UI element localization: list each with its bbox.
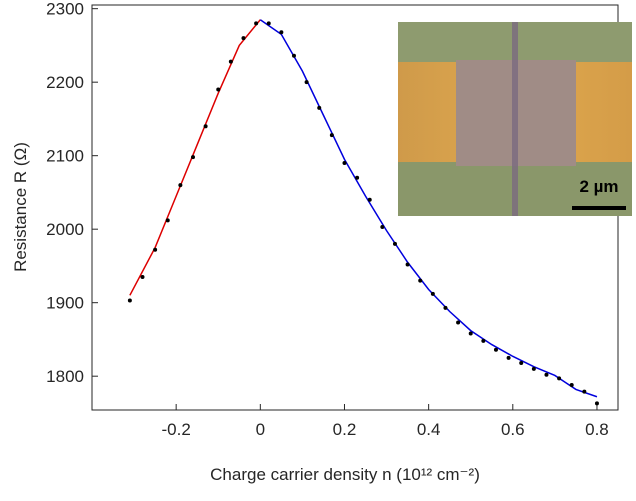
data-point xyxy=(443,305,448,310)
x-tick-label: 0.6 xyxy=(501,420,525,439)
data-point xyxy=(153,247,158,252)
data-point xyxy=(418,278,423,283)
data-point xyxy=(569,383,574,388)
data-point xyxy=(228,59,233,64)
x-axis-label: Charge carrier density n (10¹² cm⁻²) xyxy=(210,465,480,484)
data-point xyxy=(329,133,334,138)
data-point xyxy=(531,366,536,371)
data-point xyxy=(355,175,360,180)
y-tick-label: 1800 xyxy=(46,367,84,386)
x-tick-label: 0 xyxy=(256,420,265,439)
data-point xyxy=(203,124,208,129)
fit-line xyxy=(259,19,598,398)
data-point xyxy=(291,53,296,58)
y-axis-label: Resistance R (Ω) xyxy=(11,142,30,272)
data-point xyxy=(582,389,587,394)
data-point xyxy=(216,87,221,92)
y-tick-label: 2000 xyxy=(46,220,84,239)
data-point xyxy=(557,376,562,381)
data-point xyxy=(317,105,322,110)
data-point xyxy=(342,161,347,166)
x-tick-label: 0.2 xyxy=(333,420,357,439)
x-tick-label: 0.4 xyxy=(417,420,441,439)
inset-photo: 2 µm xyxy=(398,22,632,216)
data-point xyxy=(140,274,145,279)
data-point xyxy=(456,320,461,325)
data-point xyxy=(127,298,132,303)
data-point xyxy=(304,80,309,85)
data-point xyxy=(241,36,246,41)
data-point xyxy=(544,372,549,377)
data-point xyxy=(392,241,397,246)
x-tick-label: -0.2 xyxy=(162,420,191,439)
data-point xyxy=(190,155,195,160)
x-tick-label: 0.8 xyxy=(585,420,609,439)
data-point xyxy=(266,21,271,26)
y-tick-label: 2300 xyxy=(46,0,84,19)
data-point xyxy=(165,218,170,223)
y-tick-label: 2200 xyxy=(46,73,84,92)
data-point xyxy=(468,331,473,336)
data-point xyxy=(254,21,259,26)
fit-line xyxy=(129,19,261,296)
data-point xyxy=(178,183,183,188)
y-tick-label: 2100 xyxy=(46,147,84,166)
data-point xyxy=(380,224,385,229)
data-point xyxy=(594,401,599,406)
data-point xyxy=(279,30,284,35)
data-point xyxy=(481,338,486,343)
data-point xyxy=(430,291,435,296)
data-point xyxy=(506,355,511,360)
data-point xyxy=(519,360,524,365)
data-point xyxy=(405,262,410,267)
data-point xyxy=(493,347,498,352)
data-point xyxy=(367,197,372,202)
y-tick-label: 1900 xyxy=(46,294,84,313)
scale-bar-label: 2 µm xyxy=(579,177,618,196)
